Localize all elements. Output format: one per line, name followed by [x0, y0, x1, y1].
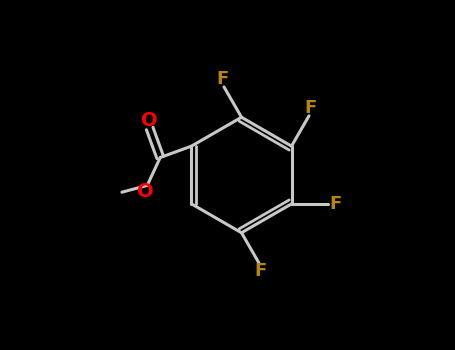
- Text: O: O: [137, 182, 154, 201]
- Text: F: F: [216, 70, 228, 88]
- Text: F: F: [330, 195, 342, 213]
- Text: O: O: [142, 111, 158, 130]
- Text: F: F: [255, 262, 267, 280]
- Text: F: F: [305, 99, 317, 117]
